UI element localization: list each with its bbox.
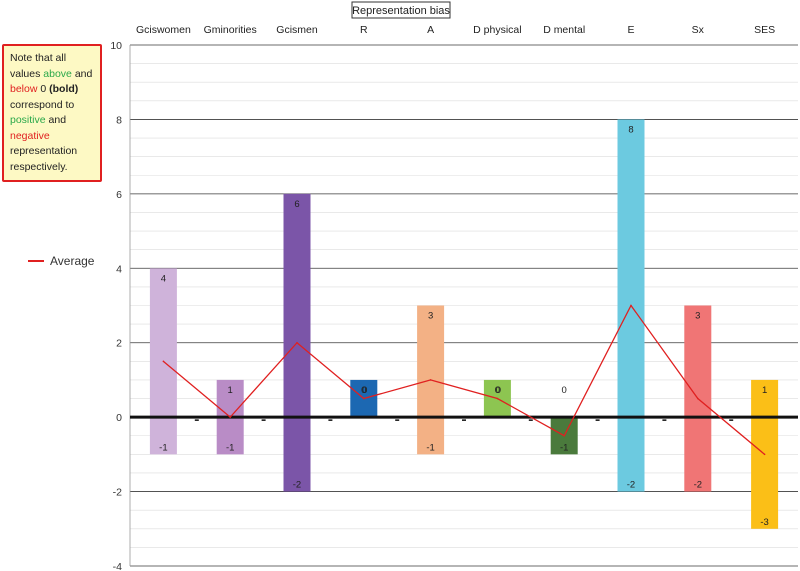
average-point — [162, 360, 165, 363]
data-label-positive: 1 — [228, 385, 233, 396]
note-bold: (bold) — [49, 83, 79, 95]
average-point — [296, 341, 298, 344]
average-line — [162, 304, 766, 455]
chart-title-box — [351, 1, 451, 19]
category-label: E — [627, 24, 634, 36]
note-correspond: correspond to — [10, 98, 75, 111]
bar-positive-ses — [751, 379, 779, 418]
average-point — [229, 416, 231, 418]
note-box: Note that all values above and below 0 (… — [2, 44, 102, 182]
data-label-negative: 0 — [496, 385, 501, 396]
bar-positive-gcismen — [283, 193, 311, 418]
y-tick-label: 10 — [110, 40, 122, 52]
bar-positive-gminorities — [216, 379, 244, 418]
bar-negative-e — [617, 417, 645, 492]
data-label-negative: -1 — [226, 442, 234, 453]
note-suffix: representation respectively. — [10, 145, 78, 173]
chart-title: Representation bias — [352, 5, 450, 17]
note-positive: positive — [10, 114, 46, 126]
data-label-positive: 4 — [161, 273, 166, 284]
note-negative: negative — [10, 129, 50, 142]
y-tick-label: 4 — [116, 263, 122, 275]
data-label-positive: 6 — [294, 199, 299, 210]
data-label-negative: -1 — [560, 442, 568, 453]
data-label-positive: 3 — [428, 311, 433, 322]
data-label-positive: 0 — [562, 385, 567, 396]
data-label-negative: -1 — [426, 442, 434, 453]
data-label-negative: -2 — [627, 480, 635, 491]
note-below: below — [10, 83, 38, 95]
y-tick-label: -4 — [113, 561, 122, 571]
y-tick-label: 6 — [116, 189, 122, 201]
bar-negative-sx — [684, 417, 712, 492]
data-label-positive: 0 — [495, 385, 500, 396]
average-point — [363, 397, 365, 400]
average-point — [429, 379, 432, 381]
legend-line-swatch — [28, 260, 44, 262]
note-and2: and — [48, 114, 67, 126]
note-prefix: Note that all values — [10, 52, 67, 80]
data-label-positive: 3 — [695, 311, 700, 322]
bar-positive-gciswomen — [149, 268, 177, 418]
average-point — [630, 304, 632, 307]
bar-negative-a — [417, 417, 445, 455]
category-label: D mental — [543, 24, 585, 36]
bar-negative-gcismen — [283, 417, 311, 492]
bar-negative-gciswomen — [149, 417, 177, 455]
average-point — [496, 397, 499, 400]
data-label-negative: -1 — [159, 442, 167, 453]
category-label: Sx — [692, 24, 705, 36]
category-label: SES — [754, 24, 775, 36]
data-label-positive: 8 — [628, 124, 633, 135]
y-tick-label: 2 — [116, 338, 122, 350]
y-tick-label: 0 — [116, 412, 122, 424]
category-label: Gcismen — [276, 24, 318, 36]
average-point — [563, 434, 565, 437]
data-label-negative: 0 — [362, 385, 367, 396]
data-label-positive: 1 — [762, 385, 767, 396]
category-label: Gminorities — [204, 24, 257, 36]
bar-positive-a — [417, 305, 445, 418]
y-tick-label: 8 — [116, 114, 122, 126]
category-label: A — [427, 24, 434, 36]
note-zero: 0 — [40, 83, 47, 95]
data-label-positive: 0 — [361, 385, 366, 396]
category-label: R — [360, 24, 368, 36]
average-point — [697, 397, 699, 400]
y-tick-label: -2 — [113, 487, 122, 499]
legend-label: Average — [50, 254, 95, 268]
bar-positive-e — [617, 119, 645, 418]
category-label: Gciswomen — [136, 24, 191, 36]
data-label-negative: -2 — [293, 480, 301, 491]
legend: Average — [28, 254, 94, 268]
category-label: D physical — [473, 24, 521, 36]
bar-negative-gminorities — [216, 417, 244, 455]
data-label-negative: -3 — [760, 517, 768, 528]
note-and1: and — [74, 67, 93, 80]
bar-negative-ses — [751, 417, 779, 529]
average-point — [763, 453, 766, 456]
data-label-negative: -2 — [694, 480, 702, 491]
note-above: above — [43, 67, 72, 80]
bar-positive-sx — [684, 305, 712, 418]
